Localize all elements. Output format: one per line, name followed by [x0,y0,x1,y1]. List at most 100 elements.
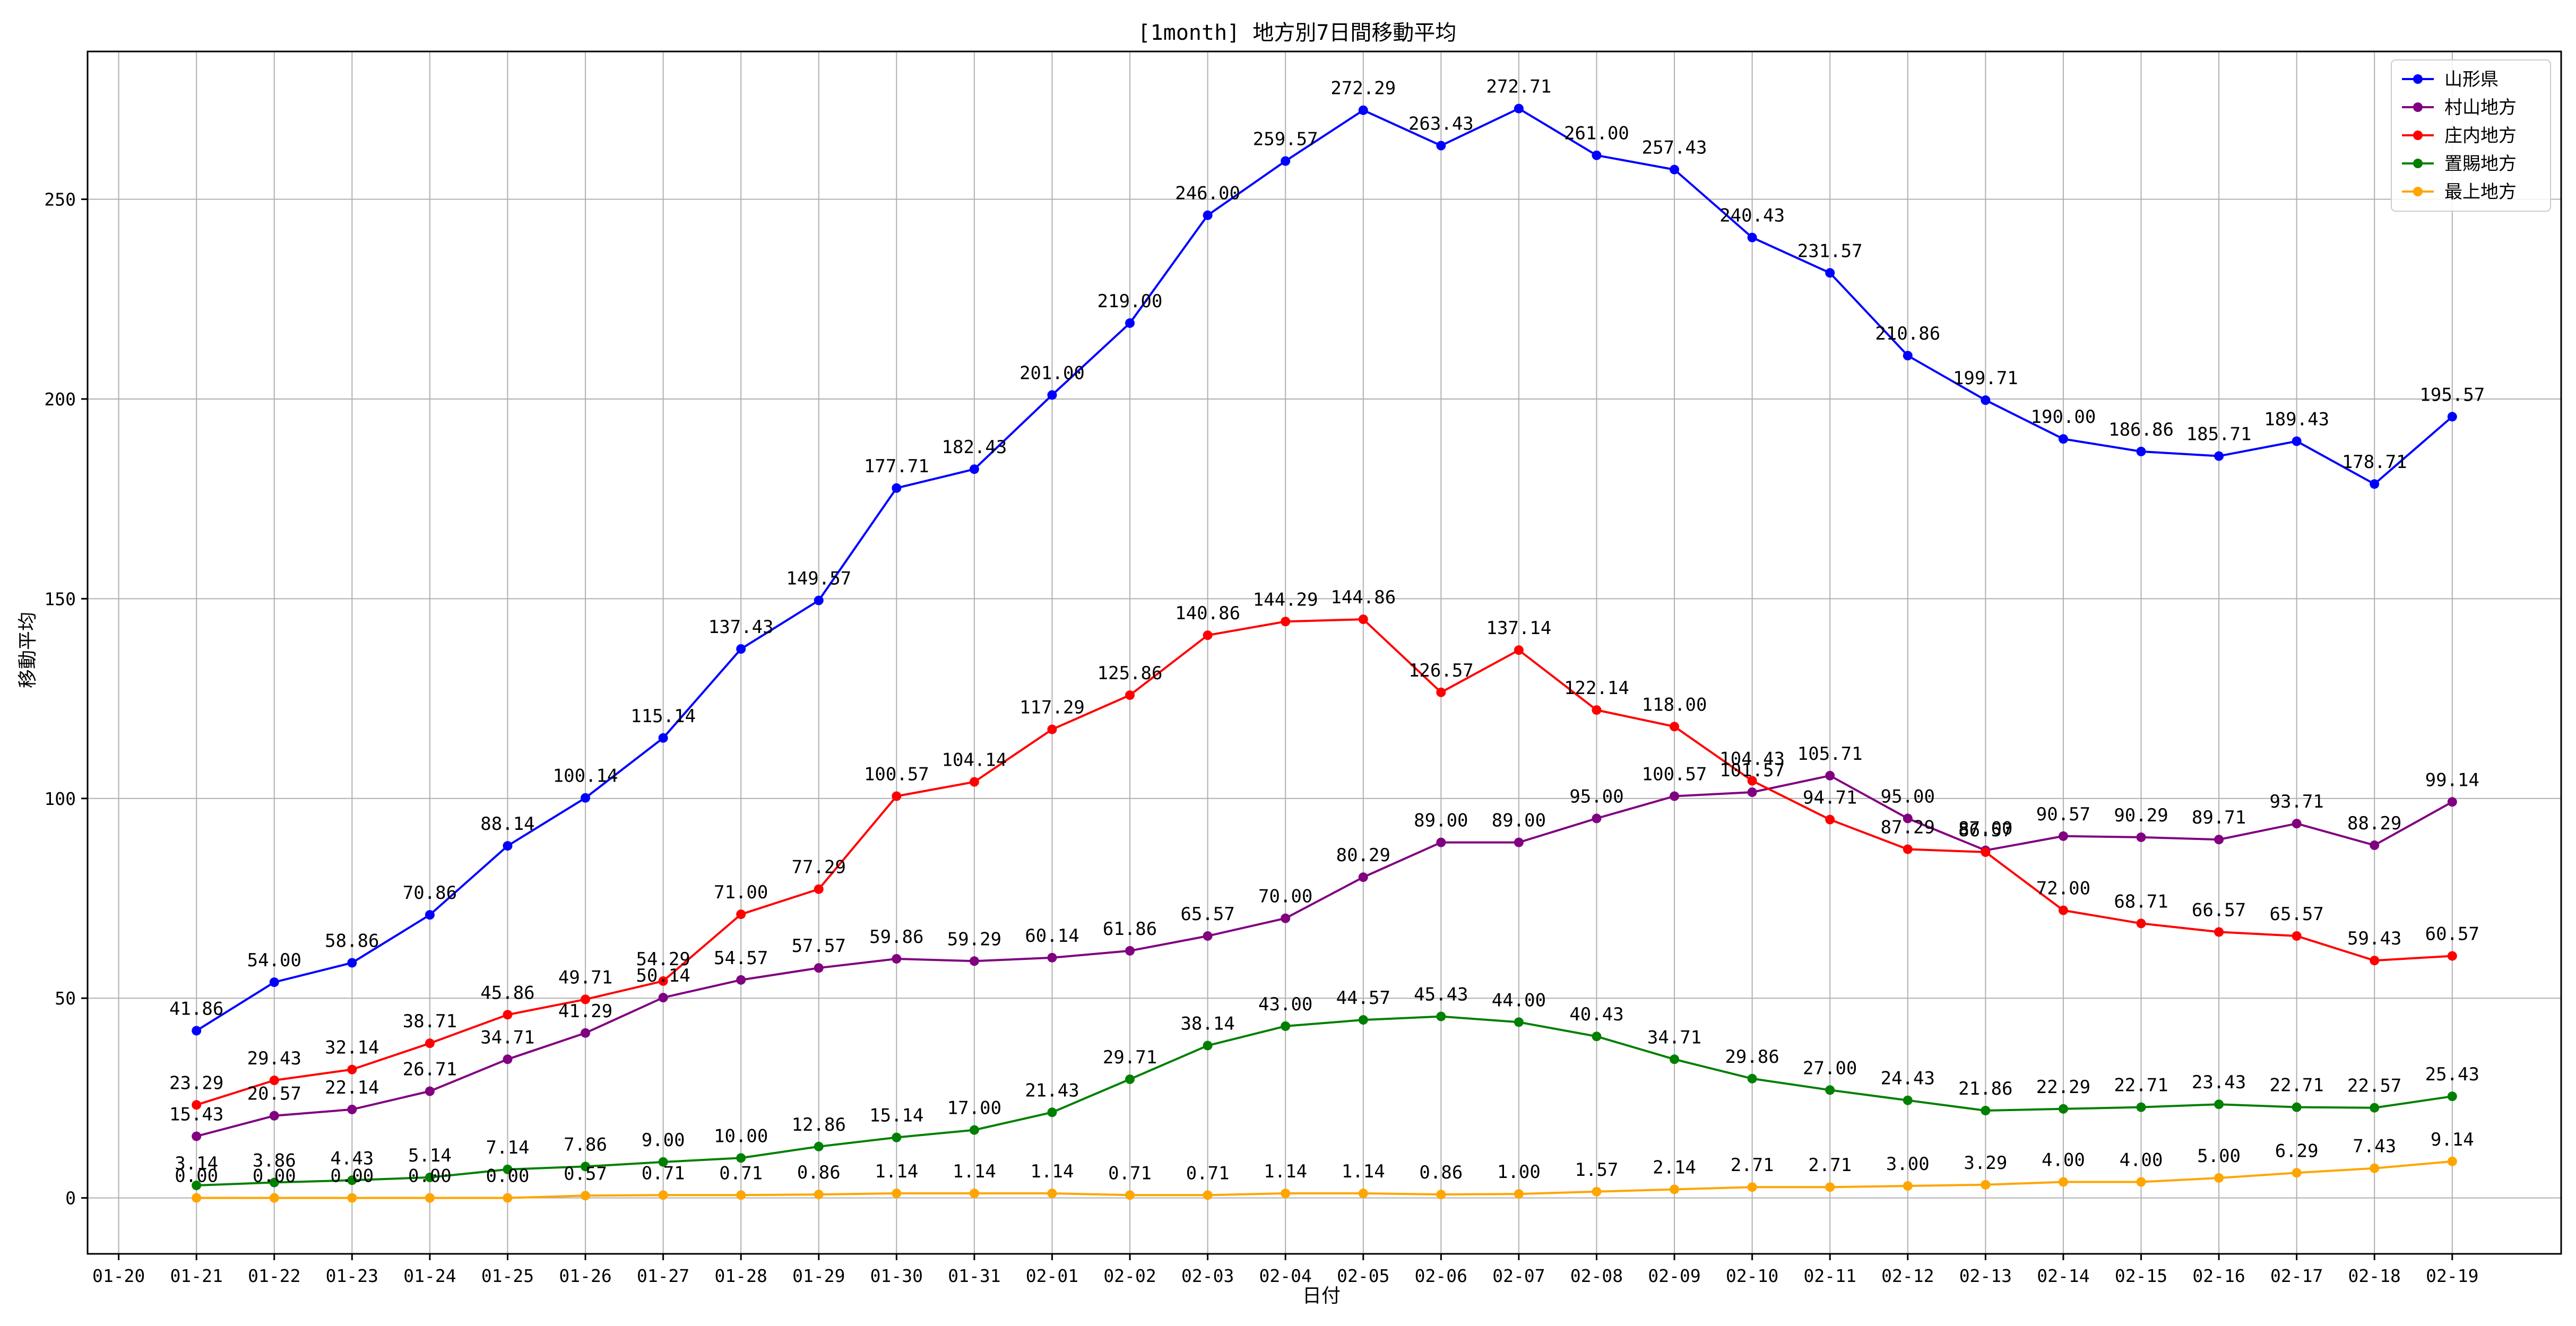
data-label: 149.57 [786,568,851,590]
x-tick-label: 02-04 [1259,1266,1312,1286]
data-label: 27.00 [1803,1058,1857,1079]
data-point [2058,1177,2068,1187]
data-point [1825,814,1835,825]
data-point [1903,844,1913,854]
data-label: 43.00 [1258,994,1312,1015]
data-point [1747,787,1757,797]
data-point [1281,617,1291,627]
y-tick-label: 150 [44,588,76,609]
data-label: 45.86 [480,982,534,1003]
data-label: 29.71 [1103,1047,1157,1068]
x-tick-label: 01-28 [715,1266,767,1286]
data-point [1358,105,1368,115]
data-point [503,1193,513,1203]
data-label: 34.71 [480,1027,534,1048]
data-point [425,1038,435,1048]
data-label: 22.71 [2269,1075,2323,1096]
data-label: 2.71 [1808,1155,1852,1176]
data-label: 118.00 [1642,694,1707,715]
data-point [269,977,279,987]
x-axis-label: 日付 [1302,1285,1341,1307]
data-point [1358,1015,1368,1025]
x-tick-label: 02-06 [1415,1266,1467,1286]
data-point [1125,318,1135,328]
data-label: 22.57 [2347,1076,2401,1097]
data-point [814,1141,824,1151]
data-point [1514,645,1524,655]
data-point [192,1131,202,1141]
data-point [1047,390,1057,400]
data-point [2292,436,2302,446]
data-label: 50.14 [636,965,690,986]
data-point [658,993,668,1003]
data-point [1125,946,1135,956]
data-point [2447,1156,2457,1166]
data-label: 177.71 [864,456,929,477]
data-point [2292,819,2302,829]
data-label: 4.43 [330,1148,374,1169]
data-label: 70.00 [1258,886,1312,907]
data-point [658,1190,668,1200]
data-label: 29.43 [247,1048,301,1069]
data-point [1981,395,1991,405]
data-point [1592,1032,1602,1042]
data-label: 24.43 [1881,1068,1935,1089]
data-point [892,1132,902,1142]
data-point [1981,1106,1991,1116]
data-point [347,1104,357,1114]
data-label: 15.14 [869,1105,923,1126]
series-line [196,618,2452,1106]
data-label: 219.00 [1097,291,1163,312]
data-point [2370,956,2380,966]
data-label: 0.57 [564,1163,607,1184]
data-label: 2.71 [1731,1155,1774,1176]
legend-swatch-marker [2413,159,2423,168]
data-point [1281,1189,1291,1199]
x-tick-label: 02-09 [1648,1266,1700,1286]
data-label: 122.14 [1564,678,1629,699]
legend-label: 置賜地方 [2444,153,2517,175]
data-label: 0.00 [486,1166,530,1187]
data-point [814,884,824,894]
data-label: 20.57 [247,1084,301,1105]
data-label: 104.43 [1719,748,1785,769]
x-tick-label: 02-03 [1181,1266,1234,1286]
y-axis-label: 移動平均 [17,612,39,688]
data-point [269,1177,279,1188]
data-label: 90.57 [2036,804,2090,825]
x-tick-label: 01-27 [637,1266,689,1286]
x-tick-label: 02-05 [1337,1266,1389,1286]
data-label: 41.86 [169,998,223,1019]
data-point [2058,905,2068,915]
data-point [1747,1073,1757,1084]
data-label: 54.57 [714,948,768,969]
data-point [192,1026,202,1036]
data-point [814,1190,824,1200]
x-tick-label: 02-10 [1726,1266,1778,1286]
data-point [581,994,591,1004]
legend-item: 村山地方 [2402,97,2517,118]
data-label: 34.71 [1647,1027,1701,1048]
data-point [1203,210,1213,220]
data-point [969,464,979,474]
data-label: 126.57 [1408,660,1474,681]
data-label: 7.14 [486,1137,530,1158]
data-point [2292,1102,2302,1112]
chart-title: [1month] 地方別7日間移動平均 [1138,21,1457,45]
data-point [969,1125,979,1135]
data-label: 59.29 [947,929,1001,950]
series-0 [192,103,2457,1036]
data-label: 5.00 [2197,1146,2241,1167]
data-point [192,1180,202,1190]
data-label: 40.43 [1569,1004,1623,1025]
data-label: 17.00 [947,1098,1001,1119]
data-point [658,1157,668,1167]
x-tick-label: 02-18 [2348,1266,2401,1286]
data-label: 1.14 [953,1161,996,1182]
data-label: 44.00 [1492,990,1546,1011]
data-point [1903,351,1913,361]
legend-label: 庄内地方 [2444,125,2517,146]
data-label: 60.14 [1025,925,1079,947]
data-label: 65.57 [1180,904,1234,925]
series-1 [192,770,2457,1141]
